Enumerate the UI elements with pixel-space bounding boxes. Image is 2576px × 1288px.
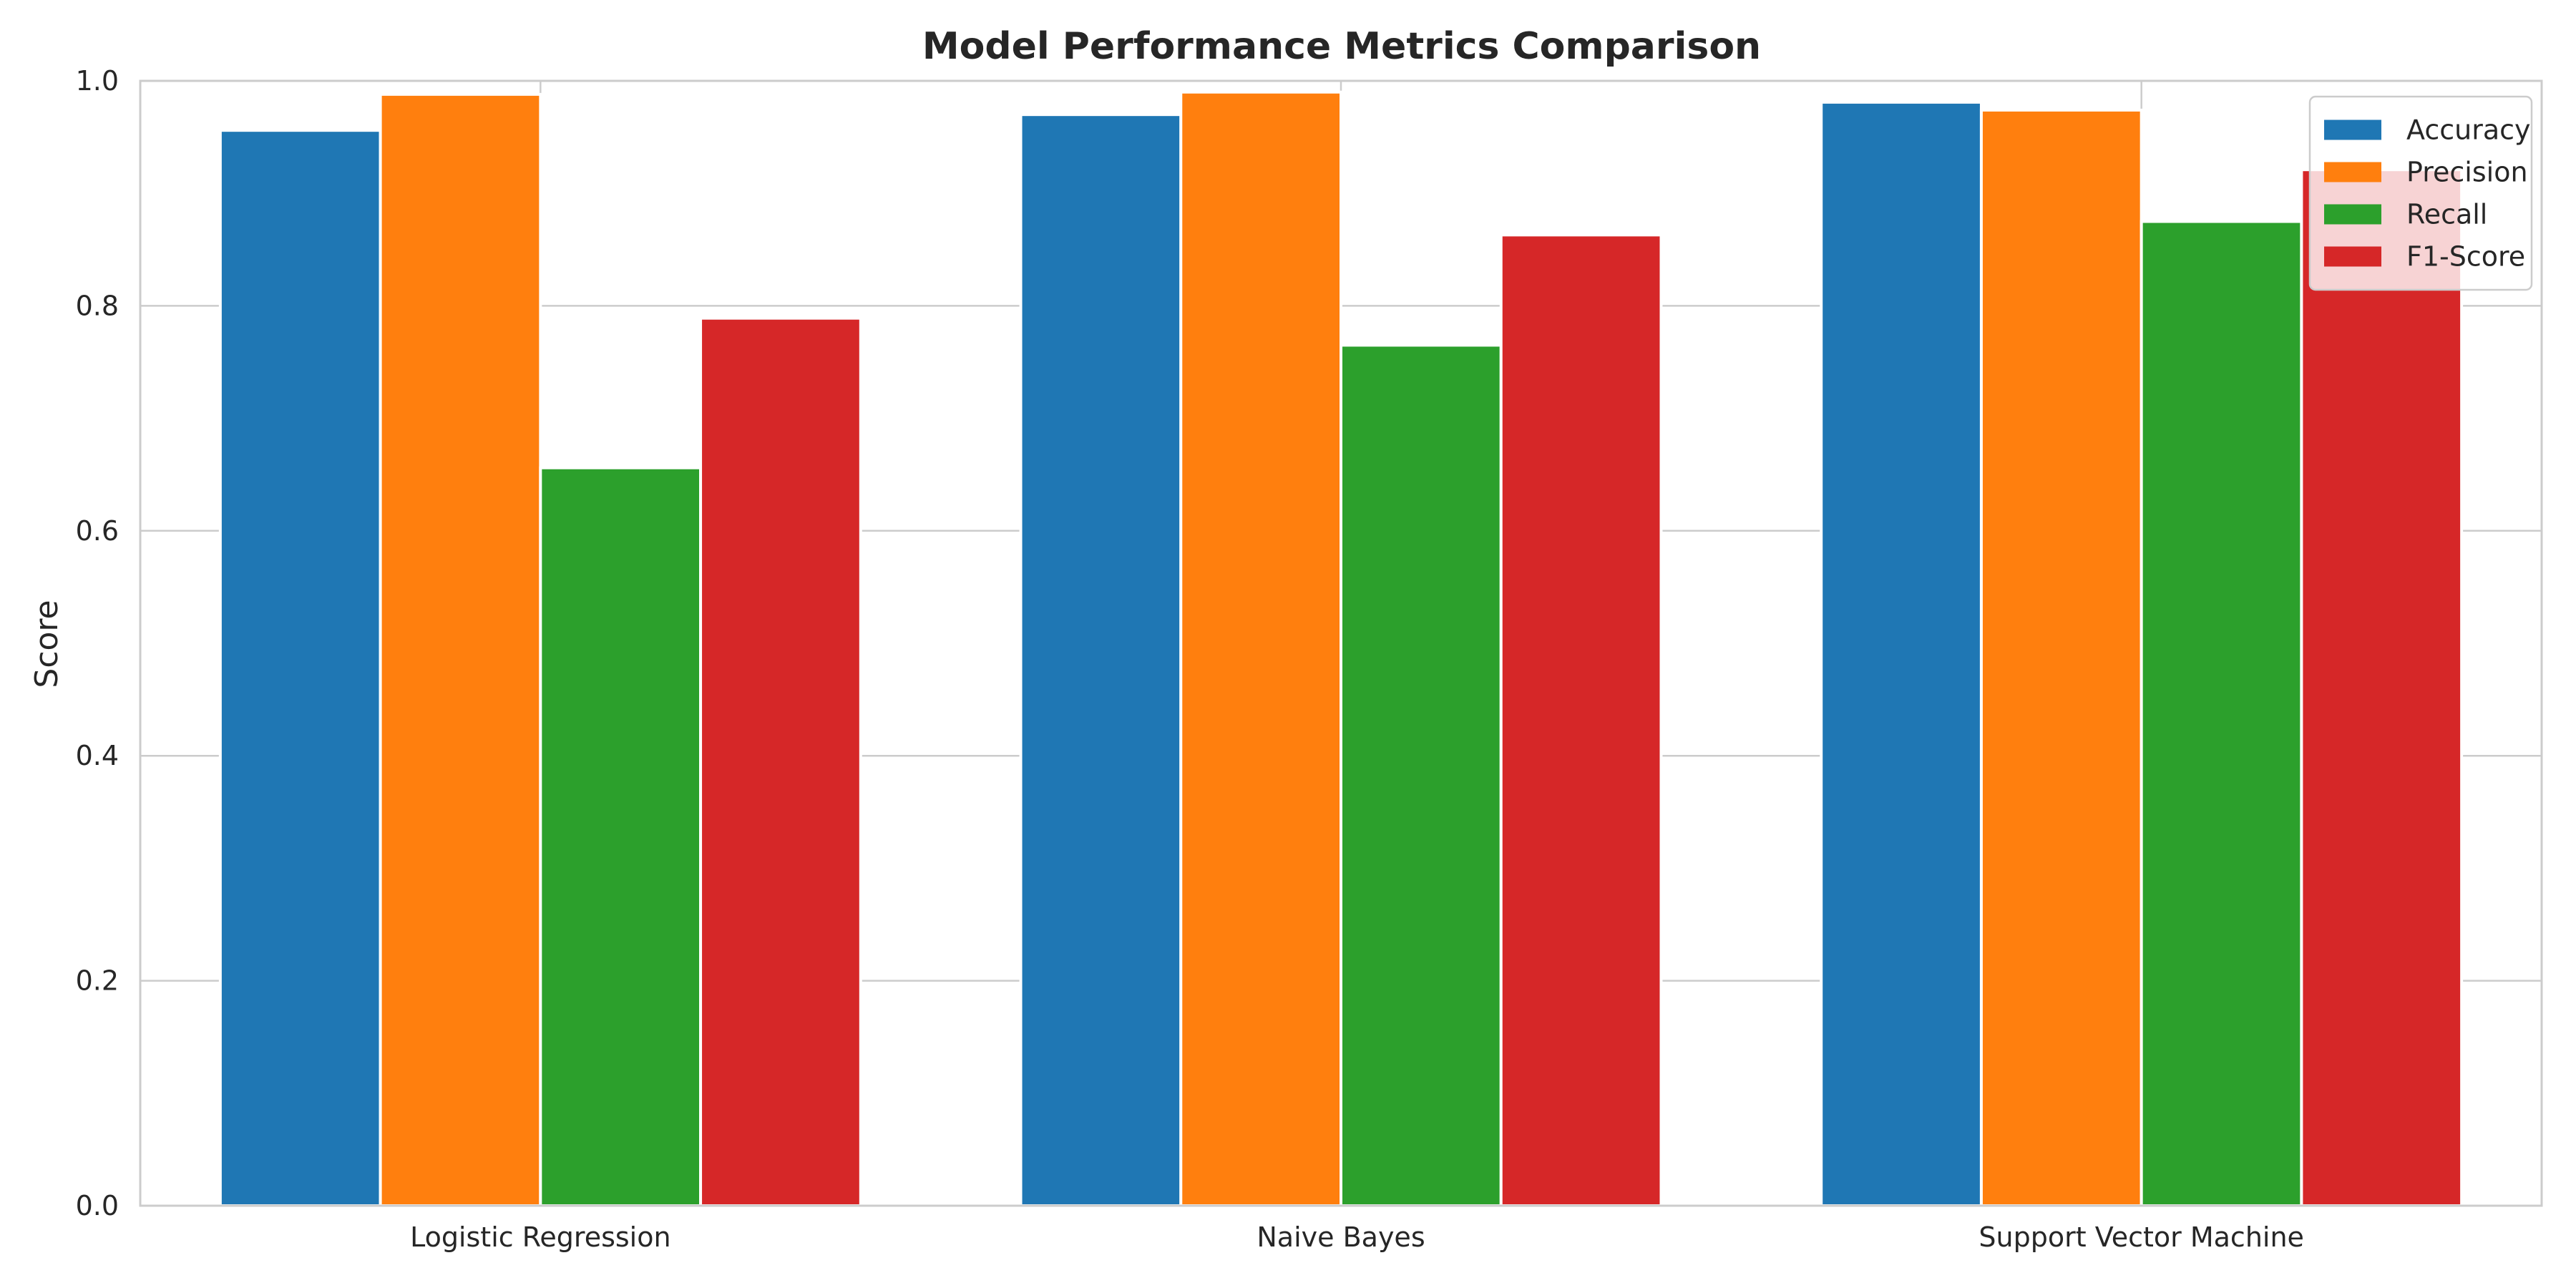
y-tick-label: 1.0 <box>76 65 119 97</box>
y-tick-label: 0.4 <box>76 740 119 771</box>
chart-title: Model Performance Metrics Comparison <box>922 25 1761 68</box>
y-tick-label: 0.8 <box>76 290 119 321</box>
y-axis-label: Score <box>29 600 65 688</box>
y-tick-label: 0.0 <box>76 1190 119 1221</box>
legend-box <box>2308 95 2533 291</box>
legend-label: Accuracy <box>2406 114 2531 146</box>
legend-swatch <box>2324 204 2381 225</box>
plot-frame <box>139 79 2543 1207</box>
x-axis-ticks: Logistic Regression Naive Bayes Support Ve… <box>410 1221 2304 1253</box>
legend-label: F1-Score <box>2406 241 2525 273</box>
bar-recall-0 <box>539 466 703 1208</box>
x-tick-label: Logistic Regression <box>410 1221 671 1253</box>
y-axis-ticks: 0.0 0.2 0.4 0.6 0.8 1.0 <box>76 65 119 1221</box>
legend: Accuracy Precision Recall F1-Score <box>2308 95 2533 291</box>
bar-precision-0 <box>379 92 542 1207</box>
bar-accuracy-1 <box>1019 113 1183 1207</box>
legend-swatch <box>2324 162 2381 182</box>
y-tick-label: 0.6 <box>76 515 119 547</box>
bar-recall-2 <box>2140 220 2303 1207</box>
legend-swatch <box>2324 119 2381 140</box>
legend-swatch <box>2324 246 2381 267</box>
bar-accuracy-2 <box>1820 100 1983 1207</box>
bar-f1-score-2 <box>2300 168 2464 1208</box>
bars <box>218 90 2464 1208</box>
legend-label: Recall <box>2406 199 2487 230</box>
bar-accuracy-0 <box>218 129 382 1208</box>
y-tick-label: 0.2 <box>76 965 119 997</box>
x-tick-label: Support Vector Machine <box>1979 1221 2304 1253</box>
bar-f1-score-1 <box>1499 233 1663 1207</box>
bar-recall-1 <box>1340 343 1503 1207</box>
bar-precision-2 <box>1979 108 2143 1208</box>
legend-label: Precision <box>2406 157 2528 188</box>
bar-f1-score-0 <box>699 316 862 1207</box>
x-tick-label: Naive Bayes <box>1257 1221 1425 1253</box>
bar-precision-1 <box>1179 90 1343 1208</box>
